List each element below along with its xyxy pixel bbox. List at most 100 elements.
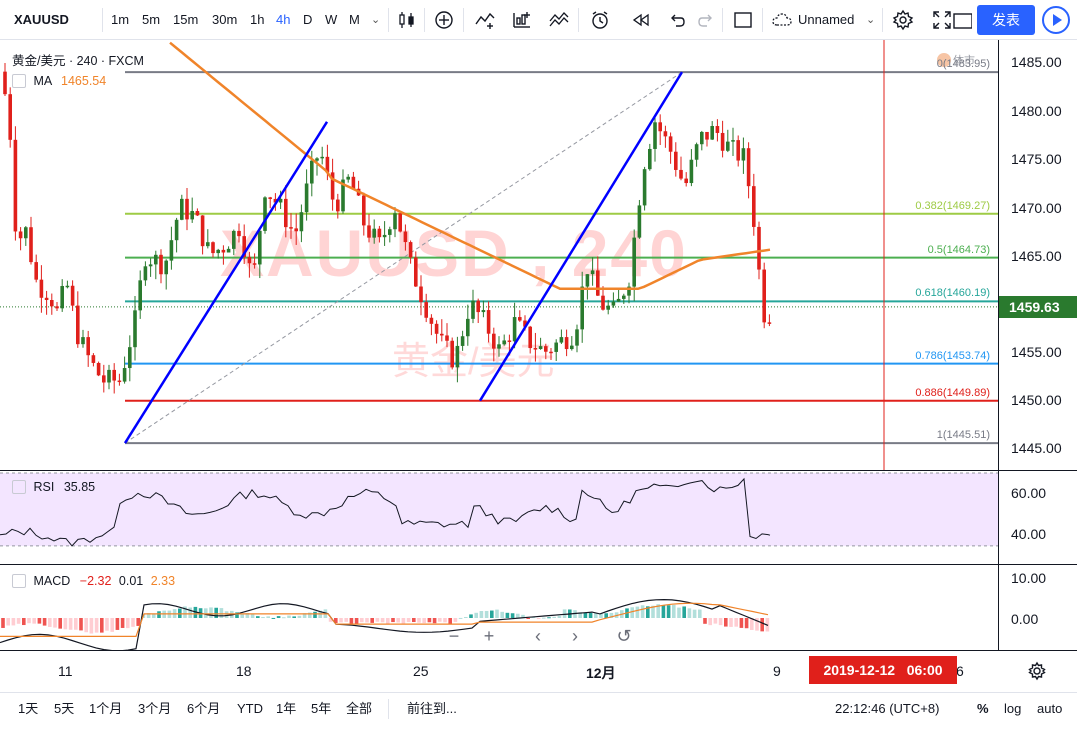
macd-histogram-bar <box>562 609 567 618</box>
play-button[interactable] <box>1042 6 1070 34</box>
divider <box>388 8 389 32</box>
rsi-pane[interactable]: RSI 35.85 <box>0 470 998 564</box>
candle-body <box>757 226 761 270</box>
macd-histogram-bar <box>266 616 270 618</box>
expand-icon[interactable] <box>931 9 953 31</box>
interval-m[interactable]: M <box>349 12 360 27</box>
cloud-icon[interactable] <box>771 9 793 31</box>
percent-scale-toggle[interactable]: % <box>977 701 989 716</box>
macd-canvas[interactable] <box>0 565 998 651</box>
price-chart-canvas[interactable] <box>0 40 998 470</box>
macd-histogram-bar <box>718 618 723 626</box>
zoom-in-button[interactable]: + <box>483 626 495 646</box>
compare-icon[interactable] <box>510 9 532 31</box>
goto-date-button[interactable]: 前往到... <box>407 701 457 716</box>
candle-style-icon[interactable] <box>396 9 418 31</box>
macd-histogram-bar <box>708 618 712 626</box>
price-scale[interactable]: 1485.00 1480.00 1475.00 1470.00 1465.00 … <box>998 40 1077 470</box>
rsi-scale[interactable]: 60.00 40.00 <box>998 470 1077 564</box>
candle-body <box>154 254 158 265</box>
rsi-band <box>0 473 998 546</box>
candle-body <box>34 262 38 280</box>
interval-30m[interactable]: 30m <box>212 12 238 27</box>
interval-15m[interactable]: 15m <box>173 12 199 27</box>
macd-histogram-bar <box>609 612 614 618</box>
interval-dropdown-icon[interactable]: ⌄ <box>371 14 381 26</box>
range-all[interactable]: 全部 <box>346 701 373 716</box>
interval-4h[interactable]: 4h <box>276 12 291 27</box>
fullscreen-select-icon[interactable] <box>732 9 754 31</box>
interval-w[interactable]: W <box>325 12 338 27</box>
redo-icon[interactable] <box>695 9 717 31</box>
log-scale-toggle[interactable]: log <box>1004 701 1022 716</box>
divider <box>424 8 425 32</box>
macd-histogram-bar <box>380 618 385 623</box>
macd-histogram-bar <box>339 618 343 623</box>
macd-histogram-bar <box>448 618 452 624</box>
macd-histogram-bar <box>656 604 660 618</box>
range-5d[interactable]: 5天 <box>54 701 75 716</box>
macd-histogram-bar <box>422 618 426 624</box>
indicators-icon[interactable] <box>474 9 496 31</box>
auto-scale-toggle[interactable]: auto <box>1037 701 1063 716</box>
candle-body <box>273 198 278 203</box>
ma-line <box>169 41 771 291</box>
screenshot-icon[interactable] <box>950 9 973 31</box>
fib-level-label: 0.618(1460.19) <box>915 287 990 300</box>
range-1y[interactable]: 1年 <box>276 701 297 716</box>
price-pane[interactable]: XAUUSD , 240 黄金/美元 黄金/美元 · 240 · FXCM MA… <box>0 40 998 470</box>
candle-body <box>471 300 475 319</box>
gear-icon[interactable] <box>892 9 914 31</box>
range-6m[interactable]: 6个月 <box>187 701 221 716</box>
macd-histogram-bar <box>651 605 655 618</box>
collapse-toggle[interactable] <box>12 574 26 588</box>
range-1m[interactable]: 1个月 <box>89 701 123 716</box>
interval-5m[interactable]: 5m <box>142 12 161 27</box>
candle-body <box>486 310 491 334</box>
undo-icon[interactable] <box>666 9 688 31</box>
candle-body <box>601 295 605 310</box>
macd-histogram-bar <box>365 618 369 623</box>
macd-scale[interactable]: 10.00 0.00 <box>998 564 1077 650</box>
scroll-left-button[interactable]: ‹ <box>535 626 541 646</box>
interval-d[interactable]: D <box>303 12 313 27</box>
replay-icon[interactable] <box>630 9 652 31</box>
candle-body <box>117 380 122 383</box>
range-5y[interactable]: 5年 <box>311 701 332 716</box>
add-indicator-icon[interactable] <box>433 9 455 31</box>
interval-1h[interactable]: 1h <box>250 12 265 27</box>
range-1d[interactable]: 1天 <box>18 701 39 716</box>
rsi-canvas[interactable] <box>0 471 998 565</box>
gear-icon[interactable] <box>1026 660 1048 682</box>
candle-body <box>169 240 174 261</box>
templates-icon[interactable] <box>548 9 570 31</box>
reset-chart-button[interactable]: ↺ <box>616 626 632 646</box>
candle-body <box>372 228 376 238</box>
top-toolbar: XAUUSD 1m 5m 15m 30m 1h 4h D W M ⌄ <box>0 0 1077 40</box>
crosshair-date: 2019-12-12 <box>823 662 896 678</box>
clock[interactable]: 22:12:46 (UTC+8) <box>835 701 940 716</box>
layout-dropdown-icon[interactable]: ⌄ <box>866 14 876 26</box>
macd-histogram-bar <box>479 611 484 618</box>
interval-1m[interactable]: 1m <box>111 12 130 27</box>
range-3m[interactable]: 3个月 <box>138 701 172 716</box>
candle-body <box>575 329 579 346</box>
zoom-out-button[interactable]: − <box>448 626 460 646</box>
layout-name[interactable]: Unnamed <box>798 12 855 27</box>
candle-body <box>622 295 626 299</box>
bottom-toolbar: 1天 5天 1个月 3个月 6个月 YTD 1年 5年 全部 前往到... 22… <box>0 692 1077 732</box>
divider <box>722 8 723 32</box>
symbol-search[interactable]: XAUUSD <box>14 12 69 27</box>
alert-clock-icon[interactable] <box>589 9 611 31</box>
macd-histogram-bar <box>635 606 640 618</box>
range-ytd[interactable]: YTD <box>237 701 263 716</box>
fib-level-label: 0(1483.95) <box>936 58 990 71</box>
publish-button[interactable]: 发表 <box>977 5 1035 35</box>
candle-body <box>382 234 387 238</box>
macd-histogram-bar <box>417 618 421 623</box>
collapse-toggle[interactable] <box>12 74 26 88</box>
collapse-toggle[interactable] <box>12 480 26 494</box>
macd-pane[interactable]: MACD −2.32 0.01 2.33 <box>0 564 998 651</box>
candle-body <box>330 172 335 200</box>
scroll-right-button[interactable]: › <box>572 626 578 646</box>
